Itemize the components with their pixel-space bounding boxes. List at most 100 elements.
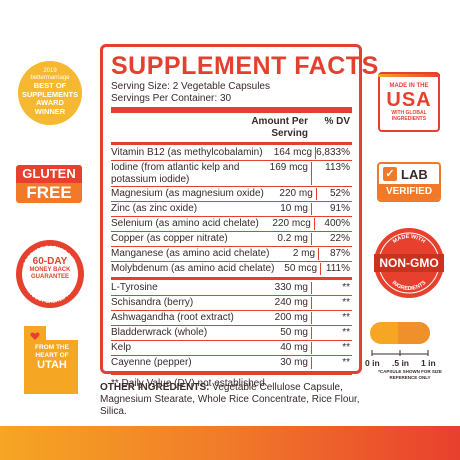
usa-line: INGREDIENTS bbox=[391, 116, 427, 122]
other-ingredients-text: Vegetable Cellulose Capsule, Magnesium S… bbox=[100, 382, 360, 417]
money-back-ring: PRODUCT BACKED WITH PRODUCT BACKED WITH bbox=[23, 245, 78, 305]
nutrient-amount: 10 mg bbox=[252, 203, 312, 215]
svg-text:PRODUCT BACKED WITH: PRODUCT BACKED WITH bbox=[23, 245, 78, 267]
non-gmo-badge: MADE WITH INGREDIENTS NON-GMO bbox=[374, 228, 444, 298]
nutrient-name: Vitamin B12 (as methylcobalamin) bbox=[111, 147, 263, 158]
ingredient-dv: ** bbox=[342, 297, 350, 308]
svg-text:PRODUCT BACKED WITH: PRODUCT BACKED WITH bbox=[24, 285, 77, 305]
nutrient-dv: 400% bbox=[324, 218, 350, 229]
amount-header: Amount Per Serving bbox=[251, 116, 308, 139]
scale-note: *CAPSULE SHOWN FOR SIZE REFERENCE ONLY bbox=[378, 369, 442, 380]
scale-label: 1 in bbox=[421, 358, 436, 368]
usa-line: WITH GLOBAL bbox=[391, 110, 427, 116]
utah-shape-icon bbox=[24, 326, 78, 394]
award-line: AWARD bbox=[36, 98, 64, 107]
table-row: Ashwagandha (root extract) 200 mg ** bbox=[111, 311, 352, 326]
facts-title: SUPPLEMENT FACTS bbox=[111, 52, 379, 80]
bottom-gradient-bar bbox=[0, 426, 460, 460]
table-header: Amount Per Serving % DV bbox=[111, 115, 352, 141]
dv-header: % DV bbox=[324, 116, 350, 127]
award-line: SUPPLEMENTS bbox=[21, 89, 79, 99]
utah-badge: FROM THE HEART OF UTAH bbox=[22, 322, 80, 396]
ingredient-amount: 330 mg bbox=[252, 282, 312, 294]
table-row: Iodine (from atlantic kelp and potassium… bbox=[111, 161, 352, 187]
ingredient-amount: 50 mg bbox=[252, 327, 312, 339]
ingredient-amount: 30 mg bbox=[252, 357, 312, 369]
nutrient-dv: 111% bbox=[325, 263, 350, 274]
svg-text:MADE WITH: MADE WITH bbox=[392, 234, 426, 245]
nutrient-amount: 0.2 mg bbox=[252, 233, 312, 245]
utah-line: FROM THE bbox=[35, 344, 69, 351]
lab-top: ✓ LAB bbox=[379, 164, 439, 184]
table-row: Schisandra (berry) 240 mg ** bbox=[111, 296, 352, 311]
utah-line: HEART OF bbox=[35, 351, 69, 359]
scale-label: .5 in bbox=[392, 358, 410, 368]
nutrient-name: Zinc (as zinc oxide) bbox=[111, 203, 198, 214]
scale-label: 0 in bbox=[365, 358, 380, 368]
nutrient-name: Manganese (as amino acid chelate) bbox=[111, 248, 270, 259]
table-row: Kelp 40 mg ** bbox=[111, 341, 352, 356]
capsule-icon bbox=[370, 322, 430, 356]
divider bbox=[111, 371, 352, 375]
table-row: Manganese (as amino acid chelate) 2 mg 8… bbox=[111, 247, 352, 262]
money-back-line: GUARANTEE bbox=[30, 274, 69, 280]
ingredient-name: Cayenne (pepper) bbox=[111, 357, 192, 368]
ingredient-name: Bladderwrack (whole) bbox=[111, 327, 208, 338]
table-row: L-Tyrosine 330 mg ** bbox=[111, 281, 352, 296]
serving-size: Serving Size: 2 Vegetable Capsules bbox=[111, 81, 270, 92]
gluten-free-badge: GLUTEN FREE bbox=[16, 165, 82, 203]
other-ingredients: OTHER INGREDIENTS: Vegetable Cellulose C… bbox=[100, 382, 368, 418]
nutrient-dv: 91% bbox=[329, 203, 350, 214]
ingredient-name: Kelp bbox=[111, 342, 132, 353]
supplement-facts-panel: SUPPLEMENT FACTS Serving Size: 2 Vegetab… bbox=[100, 44, 379, 389]
nutrient-dv: 22% bbox=[329, 233, 350, 244]
ring-top-text: PRODUCT BACKED WITH bbox=[23, 245, 78, 267]
nutrient-name: Magnesium (as magnesium oxide) bbox=[111, 188, 264, 199]
ingredient-amount: 240 mg bbox=[252, 297, 312, 309]
money-back-days: 60-DAY bbox=[32, 256, 68, 267]
nutrient-dv: 6,833% bbox=[316, 147, 350, 158]
nutrient-amount: 50 mcg bbox=[274, 263, 322, 275]
divider bbox=[111, 107, 352, 113]
ingredient-name: L-Tyrosine bbox=[111, 282, 158, 293]
table-row: Magnesium (as magnesium oxide) 220 mg 52… bbox=[111, 187, 352, 202]
lab-word: LAB bbox=[401, 166, 428, 182]
nutrient-amount: 220 mcg bbox=[259, 218, 315, 230]
other-ingredients-label: OTHER INGREDIENTS: bbox=[100, 382, 210, 393]
lab-verified-badge: ✓ LAB VERIFIED bbox=[377, 162, 441, 202]
ingredient-amount: 40 mg bbox=[252, 342, 312, 354]
nutrient-name: Selenium (as amino acid chelate) bbox=[111, 218, 259, 229]
nutrient-amount: 2 mg bbox=[269, 248, 320, 260]
capsule-size-reference: 0 in .5 in 1 in *CAPSULE SHOWN FOR SIZE … bbox=[364, 318, 454, 408]
nutrient-amount: 169 mcg bbox=[252, 162, 312, 185]
ingredient-dv: ** bbox=[342, 357, 350, 368]
nutrient-dv: 87% bbox=[329, 248, 350, 259]
money-back-center: 60-DAY MONEY BACK GUARANTEE bbox=[22, 246, 78, 302]
gluten-text: GLUTEN bbox=[16, 165, 82, 183]
table-row: Selenium (as amino acid chelate) 220 mcg… bbox=[111, 217, 352, 232]
utah-text: FROM THE HEART OF UTAH bbox=[26, 344, 78, 372]
usa-word: USA bbox=[386, 89, 432, 111]
servings-per-container: Servings Per Container: 30 bbox=[111, 93, 232, 104]
award-brand: bettermarriage bbox=[30, 75, 70, 81]
utah-word: UTAH bbox=[37, 359, 67, 371]
nutrient-dv: 52% bbox=[329, 188, 350, 199]
nutrient-name: Iodine (from atlantic kelp and potassium… bbox=[111, 162, 240, 185]
table-row: Bladderwrack (whole) 50 mg ** bbox=[111, 326, 352, 341]
heart-icon bbox=[30, 332, 40, 340]
check-icon: ✓ bbox=[383, 167, 397, 181]
award-line: BEST OF bbox=[33, 81, 67, 90]
award-badge: 2019 bettermarriage BEST OF SUPPLEMENTS … bbox=[18, 61, 82, 125]
usa-stripe bbox=[378, 74, 440, 77]
ring-bottom-text: PRODUCT BACKED WITH bbox=[24, 285, 77, 305]
ingredient-name: Schisandra (berry) bbox=[111, 297, 194, 308]
free-text: FREE bbox=[16, 183, 82, 203]
ingredient-name: Ashwagandha (root extract) bbox=[111, 312, 234, 323]
money-back-badge: PRODUCT BACKED WITH PRODUCT BACKED WITH … bbox=[16, 240, 84, 308]
ring-top-text: MADE WITH bbox=[392, 234, 426, 245]
nutrient-amount: 164 mcg bbox=[263, 147, 317, 159]
ingredient-dv: ** bbox=[342, 312, 350, 323]
table-row: Vitamin B12 (as methylcobalamin) 164 mcg… bbox=[111, 146, 352, 161]
divider bbox=[111, 277, 352, 280]
dv-footnote: ** Daily Value (DV) not established. bbox=[111, 378, 268, 389]
